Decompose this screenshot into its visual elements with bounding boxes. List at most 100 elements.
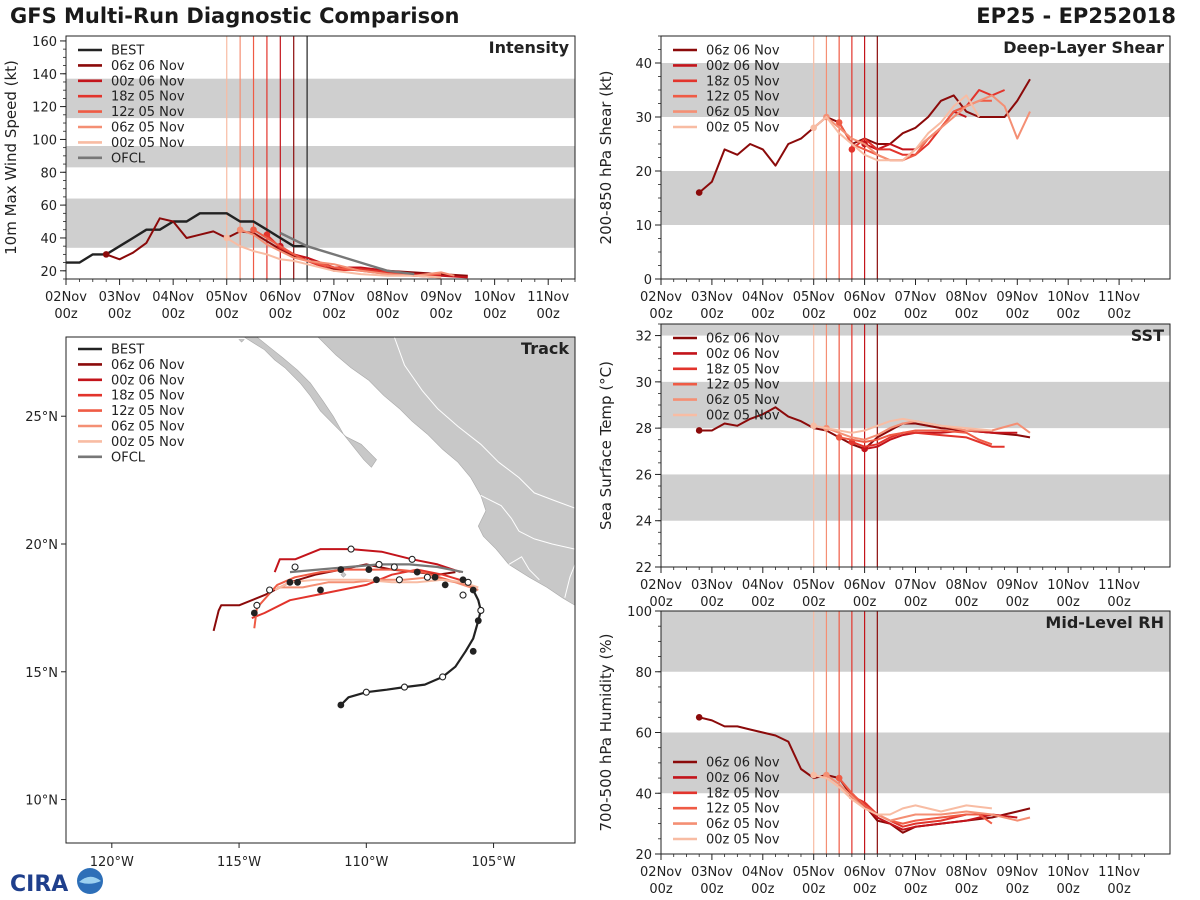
track-marker-filled <box>373 576 380 584</box>
track-marker-open <box>423 573 431 581</box>
sst-legend-label-00z-06-nov: 00z 06 Nov <box>706 347 780 362</box>
sst-xtick-day: 09Nov <box>996 578 1038 593</box>
sst-legend-label-18z-05-nov: 18z 05 Nov <box>706 362 780 377</box>
sst-panel: 22 24 26 28 30 32 02Nov 00z 03Nov 00z 04Nov 00z 05No… <box>597 323 1171 610</box>
intensity-panel: 20 40 60 80 100 120 140 160 02Nov 00z 03Nov 00z 04No… <box>2 35 576 322</box>
intensity-ytick-label: 120 <box>32 101 57 116</box>
rh-xtick-hour: 00z <box>802 882 826 897</box>
sst-legend-label-06z-05-nov: 06z 05 Nov <box>706 393 780 408</box>
track-legend-label-ofcl: OFCL <box>111 450 146 465</box>
rh-xtick-day: 09Nov <box>996 865 1038 880</box>
intensity-xtick-day: 09Nov <box>420 290 462 305</box>
rh-ytick-label: 20 <box>635 848 652 863</box>
shear-xtick-day: 02Nov <box>640 290 682 305</box>
intensity-xtick-hour: 00z <box>483 307 507 322</box>
intensity-xtick-day: 07Nov <box>313 290 355 305</box>
intensity-legend-label-00z-06-nov: 00z 06 Nov <box>111 74 185 89</box>
rh-series-18z-05-nov <box>851 795 992 828</box>
track-legend-label-06z-05-nov: 06z 05 Nov <box>111 420 185 435</box>
cira-logo-text: CIRA <box>10 872 68 897</box>
track-marker-open <box>459 591 467 599</box>
track-legend-label-12z-05-nov: 12z 05 Nov <box>111 404 185 419</box>
intensity-legend-label-best: BEST <box>111 44 144 59</box>
shear-ytick-label: 0 <box>644 273 652 288</box>
intensity-xtick-day: 04Nov <box>152 290 194 305</box>
track-ytick-label: 10°N <box>25 794 58 809</box>
rh-ytick-label: 80 <box>635 666 652 681</box>
intensity-legend-label-00z-05-nov: 00z 05 Nov <box>111 136 185 151</box>
shear-xtick-hour: 00z <box>802 307 826 322</box>
rh-xtick-hour: 00z <box>1057 882 1081 897</box>
rh-xtick-day: 03Nov <box>691 865 733 880</box>
track-marker-open <box>390 563 398 571</box>
track-series-best <box>340 578 482 706</box>
rh-legend-label-06z-06-nov: 06z 06 Nov <box>706 756 780 771</box>
sst-xtick-hour: 00z <box>1006 595 1030 610</box>
rh-legend-label-06z-05-nov: 06z 05 Nov <box>706 817 780 832</box>
rh-xtick-day: 10Nov <box>1047 865 1089 880</box>
cira-logo: CIRA <box>6 866 110 898</box>
shear-xtick-hour: 00z <box>1057 307 1081 322</box>
track-legend-label-best: BEST <box>111 343 144 358</box>
track-border-0 <box>393 337 499 463</box>
rh-series-00z-05-nov <box>813 774 993 816</box>
shear-xtick-day: 05Nov <box>793 290 835 305</box>
shear-xtick-day: 11Nov <box>1098 290 1140 305</box>
sst-xtick-day: 03Nov <box>691 578 733 593</box>
track-marker-open <box>347 545 355 553</box>
track-marker-filled <box>469 586 477 594</box>
intensity-legend-label-ofcl: OFCL <box>111 151 146 166</box>
shear-band-1 <box>661 63 1170 117</box>
rh-xtick-day: 04Nov <box>742 865 784 880</box>
shear-xtick-hour: 00z <box>1006 307 1030 322</box>
shear-xtick-day: 08Nov <box>945 290 987 305</box>
sst-ylabel: Sea Surface Temp (°C) <box>597 361 615 530</box>
sst-xtick-day: 02Nov <box>640 578 682 593</box>
intensity-ytick-label: 20 <box>40 265 57 280</box>
track-island-1 <box>238 339 245 343</box>
intensity-band-1 <box>66 146 575 168</box>
cira-logo-icon: CIRA <box>10 868 103 897</box>
sst-band-2 <box>661 324 1170 336</box>
track-marker-filled <box>441 581 449 589</box>
sst-series-18z-05-nov <box>851 431 1005 448</box>
intensity-init-point-06z-06-nov <box>102 251 110 258</box>
shear-xtick-hour: 00z <box>1107 307 1131 322</box>
track-legend-label-06z-06-nov: 06z 06 Nov <box>111 358 185 373</box>
shear-xtick-day: 10Nov <box>1047 290 1089 305</box>
sst-xtick-hour: 00z <box>649 595 673 610</box>
shear-series-06z-05-nov <box>825 94 1031 162</box>
sst-xtick-day: 06Nov <box>844 578 886 593</box>
rh-legend-label-00z-05-nov: 00z 05 Nov <box>706 833 780 848</box>
track-border-1 <box>498 461 575 509</box>
track-xtick-label: 115°W <box>217 855 261 870</box>
intensity-band-0 <box>66 198 575 248</box>
shear-xtick-day: 06Nov <box>844 290 886 305</box>
sst-ytick-label: 32 <box>635 330 652 345</box>
track-marker-filled <box>365 566 373 573</box>
sst-xtick-day: 08Nov <box>945 578 987 593</box>
sst-xtick-day: 11Nov <box>1098 578 1140 593</box>
rh-init-point-00z-05-nov <box>810 771 817 779</box>
track-marker-filled <box>294 578 301 586</box>
rh-band-0 <box>661 732 1170 794</box>
track-axes-frame <box>65 336 576 844</box>
intensity-xtick-hour: 00z <box>108 307 132 322</box>
sst-plot-area <box>661 324 1170 567</box>
sst-ytick-label: 28 <box>635 422 652 437</box>
shear-xtick-hour: 00z <box>700 307 724 322</box>
rh-legend-label-12z-05-nov: 12z 05 Nov <box>706 802 780 817</box>
track-ytick-label: 15°N <box>25 666 58 681</box>
shear-legend-label-00z-05-nov: 00z 05 Nov <box>706 121 780 136</box>
sst-series-12z-05-nov <box>838 429 993 446</box>
rh-xtick-day: 02Nov <box>640 865 682 880</box>
intensity-xtick-hour: 00z <box>537 307 561 322</box>
shear-xtick-hour: 00z <box>649 307 673 322</box>
shear-ytick-label: 40 <box>635 57 652 72</box>
sst-xtick-hour: 00z <box>904 595 928 610</box>
sst-band-0 <box>661 474 1170 521</box>
intensity-init-point-00z-05-nov <box>223 234 231 242</box>
sst-xtick-day: 05Nov <box>793 578 835 593</box>
